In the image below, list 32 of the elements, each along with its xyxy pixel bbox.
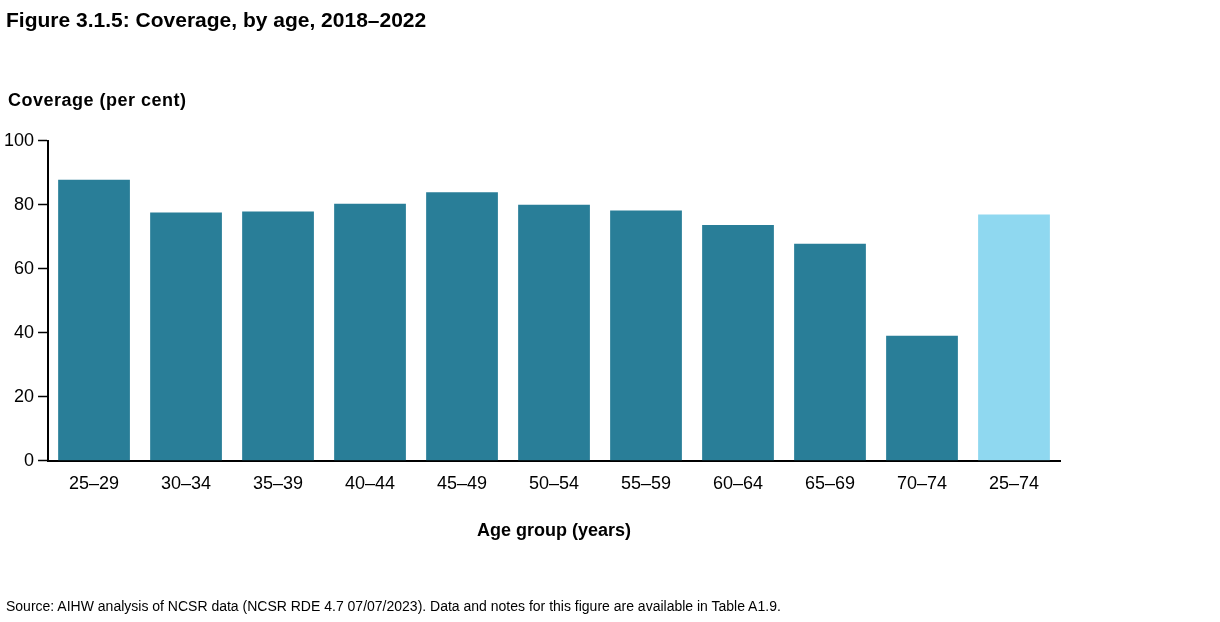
y-tick-label: 100 bbox=[3, 129, 35, 150]
source-note: Source: AIHW analysis of NCSR data (NCSR RDE 4.7 07/07/2023). Data and notes for this figure are available in Table A1.9. bbox=[6, 598, 781, 614]
x-tick-label: 25–74 bbox=[988, 472, 1040, 493]
bar bbox=[886, 335, 958, 461]
y-axis-title: Coverage (per cent) bbox=[8, 90, 187, 111]
bar bbox=[58, 179, 130, 461]
x-tick-label: 65–69 bbox=[804, 472, 856, 493]
y-tick-label: 40 bbox=[14, 321, 35, 342]
y-tick-label: 80 bbox=[14, 193, 35, 214]
bar bbox=[702, 224, 774, 461]
x-axis-title: Age group (years) bbox=[477, 520, 632, 541]
bar bbox=[794, 243, 866, 461]
bar bbox=[518, 204, 590, 461]
x-tick-label: 50–54 bbox=[528, 472, 580, 493]
bar bbox=[610, 210, 682, 461]
bar bbox=[150, 212, 222, 461]
x-tick-label: 55–59 bbox=[620, 472, 672, 493]
x-tick-label: 25–29 bbox=[69, 472, 120, 493]
bar bbox=[426, 192, 498, 461]
x-tick-label: 60–64 bbox=[712, 472, 764, 493]
bar bbox=[242, 211, 314, 461]
x-tick-label: 45–49 bbox=[436, 472, 488, 493]
bar bbox=[978, 214, 1050, 461]
bar bbox=[334, 203, 406, 461]
x-tick-label: 30–34 bbox=[161, 472, 212, 493]
chart-title: Figure 3.1.5: Coverage, by age, 2018–2022 bbox=[6, 8, 427, 32]
x-tick-label: 70–74 bbox=[896, 472, 948, 493]
y-tick-label: 60 bbox=[14, 257, 35, 278]
y-tick-label: 20 bbox=[14, 385, 35, 406]
x-tick-label: 40–44 bbox=[344, 472, 396, 493]
y-tick-label: 0 bbox=[24, 449, 35, 470]
x-tick-label: 35–39 bbox=[252, 472, 304, 493]
